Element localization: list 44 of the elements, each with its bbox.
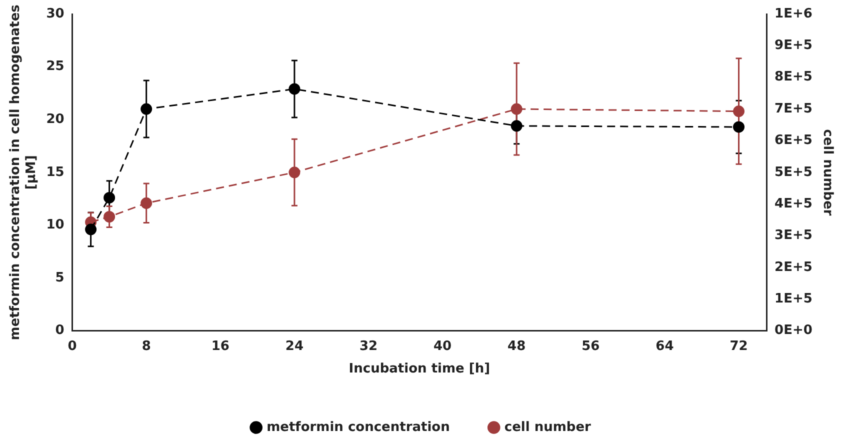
y-tick-label: 15 xyxy=(46,164,64,180)
y2-tick-label: 1E+5 xyxy=(774,291,812,306)
point xyxy=(104,211,116,222)
y-tick-label: 25 xyxy=(46,59,64,74)
x-tick-label: 32 xyxy=(359,338,378,354)
y2-tick-label: 6E+5 xyxy=(774,133,812,148)
y2-axis-title: cell number xyxy=(820,129,835,216)
x-axis-title: Incubation time [h] xyxy=(348,362,490,377)
y2-tick-label: 0E+0 xyxy=(774,323,812,338)
point xyxy=(733,106,745,118)
x-tick-label: 8 xyxy=(142,338,151,354)
point xyxy=(733,121,745,133)
x-tick-label: 0 xyxy=(68,338,77,354)
x-tick-label: 48 xyxy=(508,338,526,354)
y-tick-label: 5 xyxy=(55,270,64,286)
point xyxy=(140,103,152,115)
legend-label: cell number xyxy=(504,420,592,435)
legend-label: metformin concentration xyxy=(266,420,450,435)
y2-tick-label: 8E+5 xyxy=(774,70,812,85)
point xyxy=(510,103,522,115)
y-tick-label: 30 xyxy=(46,6,64,22)
y-tick-label: 0 xyxy=(55,323,64,338)
x-tick-label: 24 xyxy=(285,338,304,354)
point xyxy=(140,197,152,209)
x-tick-label: 56 xyxy=(582,338,600,354)
y2-tick-label: 7E+5 xyxy=(774,101,812,116)
y-tick-label: 10 xyxy=(46,218,64,233)
x-tick-label: 16 xyxy=(211,338,230,354)
point xyxy=(85,224,97,236)
x-tick-label: 40 xyxy=(434,338,452,354)
y-axis-title: metformin concentration in cell homogenates [µM] xyxy=(8,4,39,340)
point xyxy=(104,192,116,204)
point xyxy=(288,166,300,178)
y-tick-label: 20 xyxy=(46,112,64,127)
y2-tick-label: 4E+5 xyxy=(774,196,812,212)
point xyxy=(510,120,522,132)
y2-tick-label: 3E+5 xyxy=(774,228,812,244)
x-tick-label: 72 xyxy=(730,338,748,354)
x-tick-label: 64 xyxy=(656,338,674,354)
y2-tick-label: 5E+5 xyxy=(774,164,812,180)
y2-tick-label: 9E+5 xyxy=(774,38,812,54)
point xyxy=(288,83,300,95)
y2-tick-label: 2E+5 xyxy=(774,260,812,275)
y2-tick-label: 1E+6 xyxy=(774,6,812,22)
